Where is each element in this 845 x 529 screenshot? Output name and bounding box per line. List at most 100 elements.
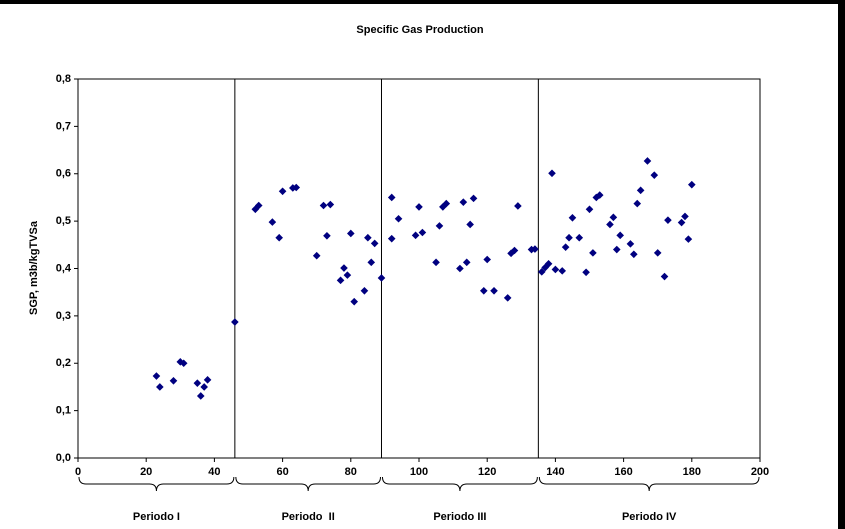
y-tick-label: 0,8 (56, 73, 71, 85)
data-point (660, 272, 669, 281)
y-tick-label: 0,0 (56, 452, 71, 464)
data-point (612, 245, 621, 254)
data-point (415, 203, 423, 211)
data-point (231, 318, 239, 326)
x-tick-label: 100 (410, 466, 428, 478)
chart-title: Specific Gas Production (356, 24, 483, 36)
data-point (462, 258, 471, 267)
data-point (323, 232, 331, 240)
data-point (653, 249, 662, 257)
data-point (292, 183, 301, 192)
data-point (514, 202, 522, 210)
data-point (193, 379, 202, 387)
data-point (336, 276, 345, 285)
period-brace (78, 476, 235, 492)
y-tick-label: 0,6 (56, 168, 71, 180)
data-point (152, 372, 161, 380)
data-point (551, 265, 560, 274)
data-point (490, 286, 498, 295)
data-point (459, 198, 468, 206)
data-point (531, 245, 539, 253)
data-point (254, 201, 263, 210)
data-point (616, 231, 624, 240)
period-label: Periodo II (282, 511, 335, 523)
data-point (585, 205, 594, 214)
data-point (432, 258, 440, 267)
data-point (418, 228, 427, 237)
x-tick-label: 140 (546, 466, 564, 478)
data-point (684, 235, 693, 243)
data-point (537, 268, 546, 276)
data-point (275, 233, 283, 242)
data-point (582, 268, 590, 277)
data-point (589, 249, 597, 257)
data-point (200, 383, 208, 391)
data-point (565, 233, 573, 242)
data-point (633, 199, 642, 208)
period-brace (381, 476, 538, 492)
data-point (630, 250, 638, 259)
data-point (203, 376, 212, 384)
data-point (367, 258, 376, 267)
data-point (548, 169, 556, 178)
data-point (606, 220, 614, 229)
data-point (387, 234, 396, 243)
data-point (561, 243, 570, 251)
data-point (688, 180, 696, 189)
data-point (169, 376, 178, 385)
data-point (503, 294, 512, 302)
data-point (595, 191, 604, 199)
data-point (650, 171, 659, 179)
data-point (394, 214, 403, 223)
data-point (442, 199, 451, 208)
data-point (626, 240, 635, 248)
x-tick-label: 80 (345, 466, 357, 478)
data-point (643, 157, 652, 165)
chart-background (0, 4, 838, 529)
data-point (350, 297, 359, 306)
data-point (364, 233, 372, 242)
data-point (326, 200, 335, 209)
data-point (456, 264, 464, 273)
data-point (179, 359, 188, 368)
x-tick-label: 200 (751, 466, 769, 478)
data-point (568, 214, 577, 222)
data-point (377, 274, 386, 282)
y-tick-label: 0,3 (56, 310, 71, 322)
period-label: Periodo III (433, 511, 486, 523)
data-point (435, 222, 444, 230)
x-tick-label: 120 (478, 466, 496, 478)
data-point (544, 259, 553, 268)
period-label: Periodo I (133, 511, 180, 523)
x-tick-label: 20 (140, 466, 152, 478)
y-axis-label: SGP, m3b/kgTVSa (28, 220, 40, 315)
x-tick-label: 0 (75, 466, 81, 478)
data-point (156, 383, 164, 391)
period-brace (235, 476, 381, 492)
data-point (469, 194, 478, 203)
data-point (558, 267, 567, 275)
x-tick-label: 160 (614, 466, 632, 478)
data-point (347, 229, 355, 238)
data-point (411, 231, 420, 240)
period-brace (538, 476, 760, 492)
y-tick-label: 0,2 (56, 357, 71, 369)
y-tick-label: 0,4 (56, 262, 72, 274)
data-point (340, 264, 348, 272)
data-point (483, 255, 491, 264)
x-tick-label: 40 (208, 466, 220, 478)
x-tick-label: 60 (276, 466, 288, 478)
period-label: Periodo IV (622, 511, 677, 523)
data-point (479, 286, 488, 295)
y-tick-label: 0,5 (56, 215, 71, 227)
data-point (466, 220, 474, 229)
data-point (319, 201, 328, 210)
data-point (176, 358, 185, 366)
data-point (575, 233, 584, 242)
data-point (681, 212, 689, 221)
data-point (196, 392, 205, 400)
data-point (609, 213, 618, 222)
data-point (289, 184, 297, 192)
data-point (510, 246, 519, 255)
